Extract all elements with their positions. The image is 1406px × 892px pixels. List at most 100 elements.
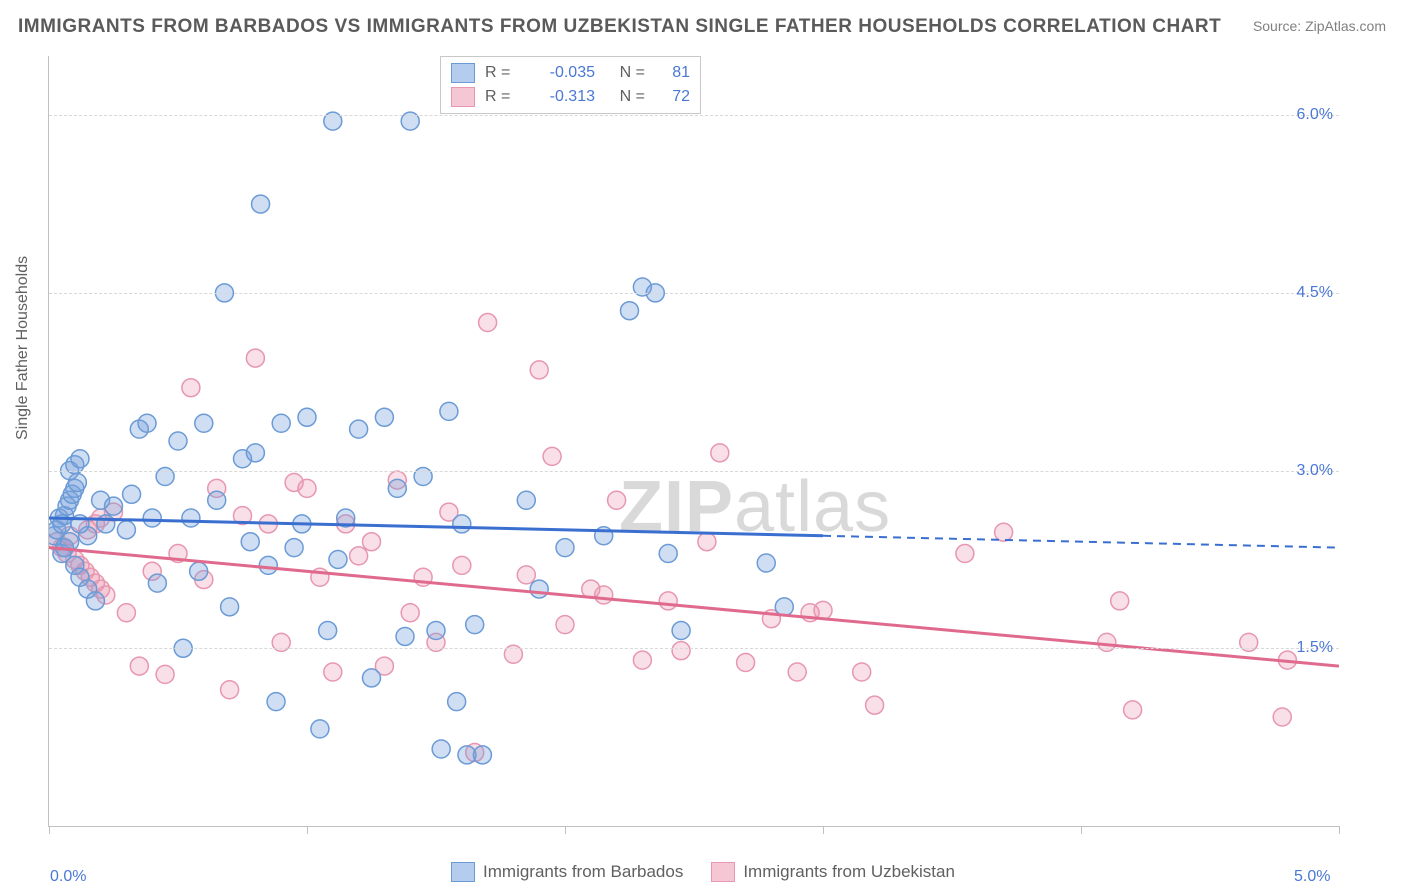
data-point (427, 622, 445, 640)
data-point (473, 746, 491, 764)
data-point (788, 663, 806, 681)
data-point (311, 720, 329, 738)
data-point (324, 663, 342, 681)
data-point (156, 665, 174, 683)
legend-row: R =-0.313N =72 (451, 85, 690, 109)
data-point (853, 663, 871, 681)
grid-line (49, 471, 1339, 472)
data-point (453, 556, 471, 574)
legend-swatch (451, 87, 475, 107)
data-point (556, 539, 574, 557)
data-point (543, 447, 561, 465)
data-point (298, 408, 316, 426)
data-point (71, 450, 89, 468)
data-point (138, 414, 156, 432)
legend-item: Immigrants from Barbados (451, 862, 683, 882)
data-point (195, 414, 213, 432)
x-tick (49, 826, 50, 834)
data-point (267, 693, 285, 711)
data-point (956, 545, 974, 563)
x-tick (307, 826, 308, 834)
chart-container: IMMIGRANTS FROM BARBADOS VS IMMIGRANTS F… (0, 0, 1406, 892)
r-value: -0.035 (525, 64, 595, 82)
data-point (517, 491, 535, 509)
y-tick-label: 1.5% (1297, 639, 1333, 657)
data-point (221, 681, 239, 699)
data-point (556, 616, 574, 634)
x-tick-label: 5.0% (1294, 868, 1330, 886)
data-point (246, 349, 264, 367)
data-point (350, 547, 368, 565)
data-point (298, 479, 316, 497)
data-point (698, 533, 716, 551)
data-point (329, 550, 347, 568)
data-point (363, 533, 381, 551)
data-point (659, 545, 677, 563)
legend-swatch (451, 63, 475, 83)
n-value: 81 (655, 64, 690, 82)
data-point (388, 479, 406, 497)
x-tick (565, 826, 566, 834)
data-point (97, 515, 115, 533)
data-point (995, 523, 1013, 541)
data-point (105, 497, 123, 515)
data-point (363, 669, 381, 687)
n-value: 72 (655, 88, 690, 106)
data-point (401, 604, 419, 622)
n-label: N = (605, 88, 645, 106)
data-point (148, 574, 166, 592)
grid-line (49, 293, 1339, 294)
data-point (866, 696, 884, 714)
data-point (659, 592, 677, 610)
data-point (453, 515, 471, 533)
data-point (259, 556, 277, 574)
correlation-legend: R =-0.035N =81R =-0.313N =72 (440, 56, 701, 114)
data-point (143, 509, 161, 527)
data-point (350, 420, 368, 438)
n-label: N = (605, 64, 645, 82)
y-tick-label: 4.5% (1297, 284, 1333, 302)
series-legend: Immigrants from Barbados Immigrants from … (0, 862, 1406, 882)
data-point (86, 592, 104, 610)
data-point (117, 604, 135, 622)
y-tick-label: 6.0% (1297, 106, 1333, 124)
data-point (221, 598, 239, 616)
y-axis-label: Single Father Households (14, 256, 32, 440)
chart-title: IMMIGRANTS FROM BARBADOS VS IMMIGRANTS F… (18, 16, 1221, 38)
data-point (479, 314, 497, 332)
data-point (252, 195, 270, 213)
data-point (319, 622, 337, 640)
data-point (530, 580, 548, 598)
data-point (448, 693, 466, 711)
data-point (711, 444, 729, 462)
data-point (1273, 708, 1291, 726)
x-tick (823, 826, 824, 834)
data-point (272, 414, 290, 432)
data-point (530, 361, 548, 379)
data-point (1111, 592, 1129, 610)
r-label: R = (485, 88, 515, 106)
data-point (517, 566, 535, 584)
data-point (672, 642, 690, 660)
data-point (621, 302, 639, 320)
data-point (432, 740, 450, 758)
data-point (466, 616, 484, 634)
data-point (396, 627, 414, 645)
legend-label: Immigrants from Uzbekistan (743, 862, 955, 882)
data-point (208, 491, 226, 509)
chart-svg (49, 56, 1339, 826)
data-point (285, 539, 303, 557)
x-tick-label: 0.0% (50, 868, 86, 886)
data-point (246, 444, 264, 462)
data-point (117, 521, 135, 539)
data-point (737, 654, 755, 672)
data-point (241, 533, 259, 551)
trend-line-dashed (823, 536, 1339, 548)
data-point (672, 622, 690, 640)
grid-line (49, 648, 1339, 649)
data-point (375, 408, 393, 426)
grid-line (49, 115, 1339, 116)
data-point (123, 485, 141, 503)
legend-swatch (451, 862, 475, 882)
data-point (169, 432, 187, 450)
